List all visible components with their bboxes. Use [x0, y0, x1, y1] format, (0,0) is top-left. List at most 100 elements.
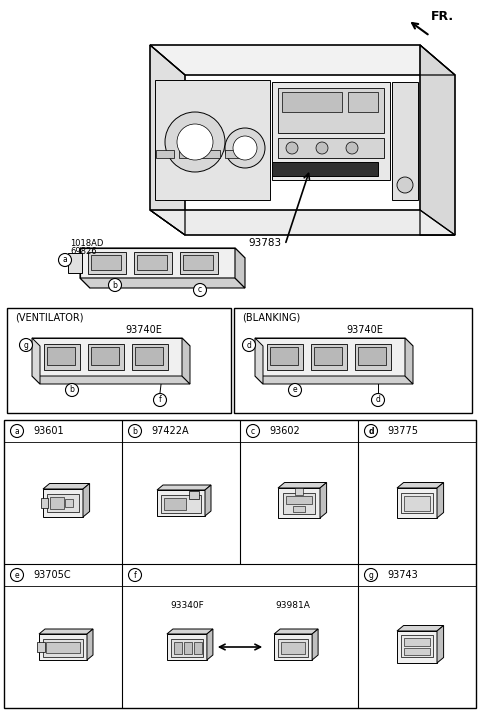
Circle shape — [397, 177, 413, 193]
Polygon shape — [278, 488, 320, 518]
Text: 93601: 93601 — [33, 426, 64, 436]
Bar — [50, 497, 64, 509]
Polygon shape — [39, 634, 87, 660]
Text: 93740E: 93740E — [346, 325, 383, 335]
Text: d: d — [247, 341, 252, 349]
Text: c: c — [251, 426, 255, 436]
Polygon shape — [205, 485, 211, 516]
Bar — [183, 255, 213, 270]
Polygon shape — [437, 483, 444, 518]
Circle shape — [316, 142, 328, 154]
Bar — [180, 252, 218, 274]
Bar — [355, 344, 391, 370]
Polygon shape — [155, 80, 270, 200]
Polygon shape — [397, 625, 444, 631]
Bar — [135, 347, 163, 365]
Bar — [41, 498, 48, 508]
Polygon shape — [150, 45, 455, 75]
Bar — [68, 253, 82, 273]
Circle shape — [286, 142, 298, 154]
Bar — [293, 506, 305, 512]
Bar — [194, 642, 202, 654]
Polygon shape — [397, 631, 437, 663]
Circle shape — [225, 128, 265, 168]
Bar — [161, 495, 201, 513]
Bar — [134, 252, 172, 274]
Circle shape — [372, 393, 384, 406]
Polygon shape — [39, 629, 93, 634]
Bar — [37, 642, 45, 652]
Circle shape — [346, 142, 358, 154]
Text: 93981A: 93981A — [276, 600, 311, 610]
Polygon shape — [32, 376, 190, 384]
Polygon shape — [272, 82, 390, 180]
Bar — [358, 347, 386, 365]
Bar — [404, 648, 430, 655]
Circle shape — [364, 425, 377, 438]
Bar — [65, 499, 73, 507]
Polygon shape — [255, 338, 263, 384]
Bar — [47, 347, 75, 365]
Bar — [295, 488, 303, 495]
Polygon shape — [207, 629, 213, 660]
Text: 69826: 69826 — [70, 246, 96, 256]
Bar — [202, 150, 220, 158]
Text: f: f — [158, 396, 161, 405]
Circle shape — [288, 383, 301, 396]
Text: c: c — [198, 286, 202, 294]
Text: 1018AD: 1018AD — [70, 238, 103, 248]
Polygon shape — [87, 629, 93, 660]
Circle shape — [11, 425, 24, 438]
Polygon shape — [83, 483, 90, 517]
Polygon shape — [405, 338, 413, 384]
Text: 93743: 93743 — [387, 570, 418, 580]
Circle shape — [129, 568, 142, 581]
Bar — [171, 639, 203, 657]
Polygon shape — [80, 248, 90, 288]
Text: 93783: 93783 — [248, 238, 281, 248]
Polygon shape — [32, 338, 190, 346]
Text: e: e — [293, 386, 297, 395]
Circle shape — [108, 278, 121, 291]
Text: 93340F: 93340F — [170, 600, 204, 610]
Polygon shape — [43, 483, 90, 489]
Polygon shape — [320, 483, 326, 518]
Bar — [179, 150, 197, 158]
Bar — [43, 639, 83, 657]
Bar — [401, 635, 433, 657]
Bar — [278, 88, 384, 133]
Circle shape — [154, 393, 167, 406]
Circle shape — [65, 383, 79, 396]
Text: 93775: 93775 — [387, 426, 418, 436]
Bar — [189, 491, 199, 499]
Circle shape — [242, 338, 255, 351]
Text: g: g — [369, 570, 373, 580]
Circle shape — [193, 283, 206, 296]
Bar — [91, 347, 119, 365]
Bar — [156, 150, 174, 158]
Bar — [7, 308, 231, 413]
Bar — [286, 496, 312, 504]
Polygon shape — [150, 45, 185, 235]
Polygon shape — [167, 634, 207, 660]
Bar — [311, 344, 347, 370]
Polygon shape — [255, 338, 405, 376]
Polygon shape — [392, 82, 418, 200]
Polygon shape — [274, 634, 312, 660]
Bar — [404, 638, 430, 646]
Text: 97422A: 97422A — [151, 426, 189, 436]
Text: g: g — [24, 341, 28, 349]
Polygon shape — [150, 210, 455, 235]
Text: (VENTILATOR): (VENTILATOR) — [15, 312, 84, 322]
Polygon shape — [157, 485, 211, 490]
Text: 93740E: 93740E — [125, 325, 162, 335]
Circle shape — [364, 568, 377, 581]
Polygon shape — [32, 338, 182, 376]
Polygon shape — [255, 338, 413, 346]
Bar — [91, 255, 121, 270]
Bar — [46, 642, 80, 653]
Text: d: d — [375, 396, 381, 405]
Bar — [234, 308, 472, 413]
Circle shape — [233, 136, 257, 160]
Bar — [267, 344, 303, 370]
